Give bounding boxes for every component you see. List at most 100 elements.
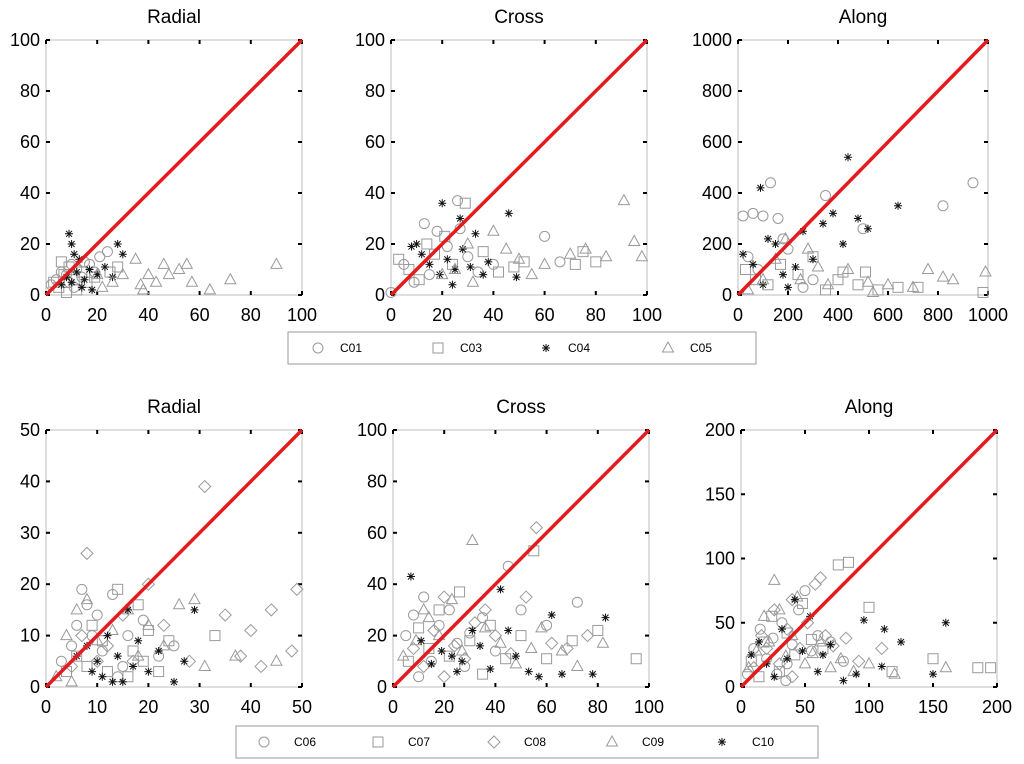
point-c08 (244, 623, 258, 638)
point-c04 (88, 285, 97, 294)
point-c09 (106, 623, 119, 635)
point-c05 (599, 249, 613, 262)
point-c03 (403, 264, 415, 275)
legend-marker-c05 (661, 340, 675, 353)
point-c08 (254, 659, 268, 674)
point-c08 (468, 616, 482, 630)
point-c05 (635, 249, 649, 262)
x-tick-label: 30 (190, 697, 210, 717)
point-c05 (499, 242, 513, 254)
x-tick-label: 60 (537, 697, 557, 717)
point-c06 (418, 591, 430, 603)
point-c08 (818, 628, 833, 643)
point-c07 (832, 559, 844, 571)
point-c10 (93, 657, 102, 666)
point-c04 (809, 255, 817, 264)
point-c09 (270, 654, 283, 666)
point-c04 (739, 250, 747, 259)
point-c08 (290, 582, 304, 597)
y-tick-label: 40 (20, 471, 40, 491)
series-c05 (90, 252, 283, 295)
series-c04 (407, 199, 521, 289)
point-c05 (538, 257, 551, 269)
point-c10 (524, 667, 533, 676)
x-tick-label: 0 (388, 697, 398, 717)
point-c08 (793, 641, 807, 656)
point-c06 (117, 660, 129, 672)
point-c04 (764, 234, 772, 243)
point-c10 (783, 654, 792, 663)
point-c04 (759, 280, 767, 289)
point-c10 (877, 662, 886, 671)
point-c07 (753, 671, 765, 683)
point-c09 (596, 636, 610, 648)
point-c09 (750, 643, 763, 656)
point-c04 (779, 270, 787, 279)
point-c04 (65, 229, 74, 238)
point-c06 (400, 630, 412, 642)
point-c10 (777, 625, 786, 634)
x-tick-label: 40 (138, 305, 158, 325)
point-c08 (772, 657, 787, 671)
point-c09 (494, 636, 507, 648)
point-c04 (75, 255, 84, 264)
point-c05 (487, 224, 500, 236)
point-c06 (443, 604, 455, 616)
point-c03 (60, 286, 72, 298)
x-tick-label: 50 (292, 697, 312, 717)
point-c05 (946, 272, 960, 285)
legend-label-c09: C09 (642, 735, 664, 749)
point-c10 (123, 605, 132, 614)
point-c04 (67, 278, 76, 287)
panel-title: Cross (494, 7, 544, 28)
point-c03 (775, 258, 786, 270)
point-c10 (897, 638, 905, 647)
point-c04 (72, 268, 81, 277)
point-c07 (402, 655, 414, 667)
point-c06 (413, 671, 425, 683)
point-c09 (80, 592, 94, 605)
legend-marker-c10 (718, 738, 726, 746)
point-c08 (808, 577, 822, 591)
point-c08 (767, 603, 781, 617)
point-c07 (766, 610, 778, 622)
plot-frame (45, 39, 303, 296)
legend-label-c01: C01 (340, 341, 362, 355)
point-c04 (829, 209, 837, 218)
point-c05 (129, 252, 142, 264)
point-c05 (861, 275, 875, 287)
point-c03 (590, 256, 602, 268)
point-c08 (198, 479, 212, 494)
point-c09 (570, 659, 584, 671)
y-tick-label: 50 (20, 420, 40, 440)
series-c09 (396, 533, 610, 671)
point-c10 (941, 618, 950, 627)
point-c10 (88, 667, 97, 676)
point-c05 (448, 262, 462, 274)
point-c05 (149, 275, 163, 287)
point-c09 (466, 533, 479, 546)
point-c09 (862, 656, 876, 669)
point-c07 (796, 597, 808, 609)
point-c06 (812, 630, 824, 642)
point-c04 (451, 265, 459, 274)
y-tick-label: 40 (20, 183, 40, 203)
y-tick-label: 50 (715, 613, 735, 633)
point-c10 (504, 626, 513, 635)
point-c06 (137, 614, 149, 626)
point-c07 (464, 635, 476, 647)
x-tick-label: 600 (873, 305, 903, 325)
point-c10 (511, 652, 520, 661)
y-tick-label: 20 (20, 234, 40, 254)
point-c05 (906, 280, 920, 292)
x-tick-label: 40 (483, 305, 503, 325)
point-c08 (437, 590, 451, 604)
point-c04 (504, 209, 513, 218)
point-c05 (157, 257, 171, 269)
point-c10 (437, 647, 446, 656)
y-tick-label: 0 (30, 677, 40, 697)
series-c07 (402, 545, 642, 680)
panel-6-along: Along 00 50 50 100 100 150 150 200 200 (705, 397, 1012, 717)
point-c08 (80, 546, 94, 561)
point-c05 (563, 247, 577, 259)
